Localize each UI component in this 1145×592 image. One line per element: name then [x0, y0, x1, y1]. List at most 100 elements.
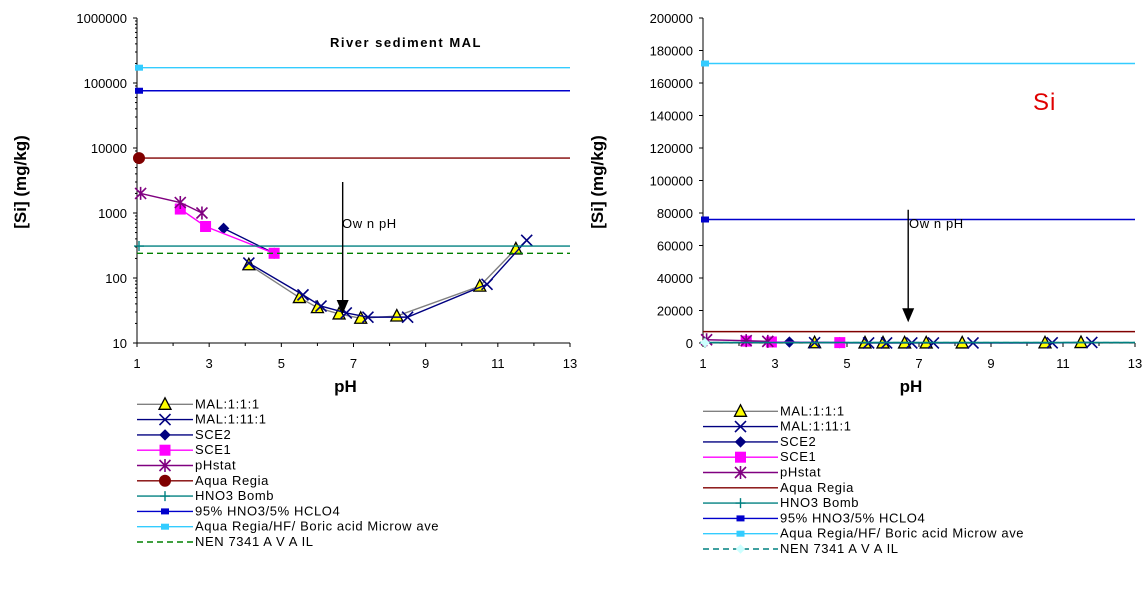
legend-label: pHstat — [195, 458, 236, 473]
y-tick-label: 180000 — [650, 44, 693, 59]
x-tick-label: 3 — [206, 356, 213, 371]
y-tick-label: 1000000 — [76, 11, 127, 26]
legend-marker — [161, 523, 169, 530]
x-tick-label: 11 — [491, 356, 505, 371]
legend-item: Aqua Regia — [703, 480, 854, 495]
legend-item: HNO3 Bomb — [703, 495, 859, 510]
legend-label: 95% HNO3/5% HCLO4 — [195, 503, 340, 518]
own-ph-annotation: Ow n pH — [336, 181, 397, 314]
legend-marker — [158, 459, 172, 472]
reference-marker — [135, 87, 143, 94]
x-tick-label: 7 — [915, 356, 922, 371]
legend-marker — [158, 413, 172, 426]
annotation-label: Ow n pH — [909, 216, 964, 231]
legend-marker — [157, 396, 173, 410]
x-tick-label: 13 — [563, 356, 577, 371]
x-axis-title: pH — [334, 377, 357, 396]
reference-marker — [135, 64, 143, 71]
legend-item: pHstat — [137, 458, 236, 473]
data-point — [389, 308, 404, 322]
y-tick-label: 140000 — [650, 109, 693, 124]
y-tick-label: 10000 — [91, 141, 127, 156]
series-line — [140, 192, 203, 214]
legend-label: NEN 7341 A V A IL — [195, 534, 314, 549]
legend-label: MAL:1:11:1 — [780, 419, 852, 434]
data-point — [296, 288, 310, 301]
legend-item: Aqua Regia — [137, 473, 269, 488]
data-point — [195, 206, 209, 220]
legend-item: SCE1 — [137, 442, 231, 457]
legend-marker — [734, 466, 747, 479]
legend-label: SCE2 — [195, 427, 231, 442]
legend-label: SCE1 — [195, 442, 231, 457]
legend-label: SCE2 — [780, 434, 816, 449]
series-phstat — [134, 186, 209, 220]
legend-item: SCE2 — [137, 427, 231, 442]
series-hno3-bomb — [134, 241, 570, 252]
data-point — [242, 256, 255, 270]
arrow-head — [336, 299, 349, 314]
y-axis-title: [Si] (mg/kg) — [588, 135, 607, 229]
series-mal-1-11-1 — [242, 234, 533, 324]
x-tick-label: 9 — [422, 356, 429, 371]
x-tick-label: 13 — [1128, 356, 1142, 371]
legend-label: pHstat — [780, 465, 821, 480]
y-tick-label: 60000 — [657, 239, 693, 254]
reference-marker — [700, 337, 710, 348]
reference-marker — [133, 152, 145, 165]
legend-marker — [736, 515, 745, 522]
data-point — [520, 234, 533, 247]
legend-item: MAL:1:1:1 — [137, 396, 259, 411]
y-axis-title: [Si] (mg/kg) — [11, 135, 30, 229]
series-line — [706, 339, 768, 343]
legend-label: HNO3 Bomb — [780, 495, 859, 510]
legend-label: Aqua Regia/HF/ Boric acid Microw ave — [195, 519, 439, 534]
legend-item: SCE2 — [703, 434, 816, 449]
y-tick-label: 1000 — [98, 206, 127, 221]
y-tick-label: 10 — [113, 336, 127, 351]
series-sce1 — [174, 203, 280, 259]
x-tick-label: 9 — [987, 356, 994, 371]
legend-marker — [735, 544, 746, 554]
legend-label: MAL:1:11:1 — [195, 412, 267, 427]
x-tick-label: 5 — [843, 356, 850, 371]
legend-label: HNO3 Bomb — [195, 488, 274, 503]
legend-item: Aqua Regia/HF/ Boric acid Microw ave — [137, 519, 439, 534]
series-line — [223, 227, 275, 254]
reference-marker — [134, 241, 144, 252]
legend-marker — [734, 436, 747, 448]
chart-title: Si — [1033, 89, 1056, 116]
legend-item: MAL:1:11:1 — [137, 412, 267, 427]
legend-label: Aqua Regia — [195, 473, 269, 488]
series-aqua-regia-hf-boric-acid-microw-ave — [135, 64, 570, 71]
series-line — [248, 248, 517, 319]
legend-item: 95% HNO3/5% HCLO4 — [703, 510, 925, 525]
legend-item: pHstat — [703, 465, 821, 480]
series-aqua-regia — [133, 152, 570, 165]
legend-marker — [161, 508, 169, 515]
legend-item: Aqua Regia/HF/ Boric acid Microw ave — [703, 526, 1024, 541]
legend-item: SCE1 — [703, 449, 816, 464]
series-phstat — [700, 333, 774, 348]
series-95-hno3-5-hclo4 — [701, 216, 1135, 223]
annotation-label: Ow n pH — [342, 216, 397, 231]
x-tick-label: 7 — [350, 356, 357, 371]
series-aqua-regia-hf-boric-acid-microw-ave — [701, 60, 1135, 67]
y-tick-label: 100000 — [650, 174, 693, 189]
legend-item: HNO3 Bomb — [137, 488, 274, 503]
legend-marker — [159, 444, 171, 456]
legend-marker — [733, 403, 748, 417]
reference-marker — [701, 60, 709, 67]
data-point — [401, 311, 414, 324]
x-axis-title: pH — [900, 377, 923, 396]
data-point — [314, 300, 328, 313]
data-point — [292, 289, 307, 304]
chart-title: River sediment MAL — [330, 35, 482, 50]
x-tick-label: 3 — [771, 356, 778, 371]
x-tick-label: 5 — [278, 356, 285, 371]
legend-label: MAL:1:1:1 — [780, 403, 845, 418]
y-tick-label: 160000 — [650, 76, 693, 91]
